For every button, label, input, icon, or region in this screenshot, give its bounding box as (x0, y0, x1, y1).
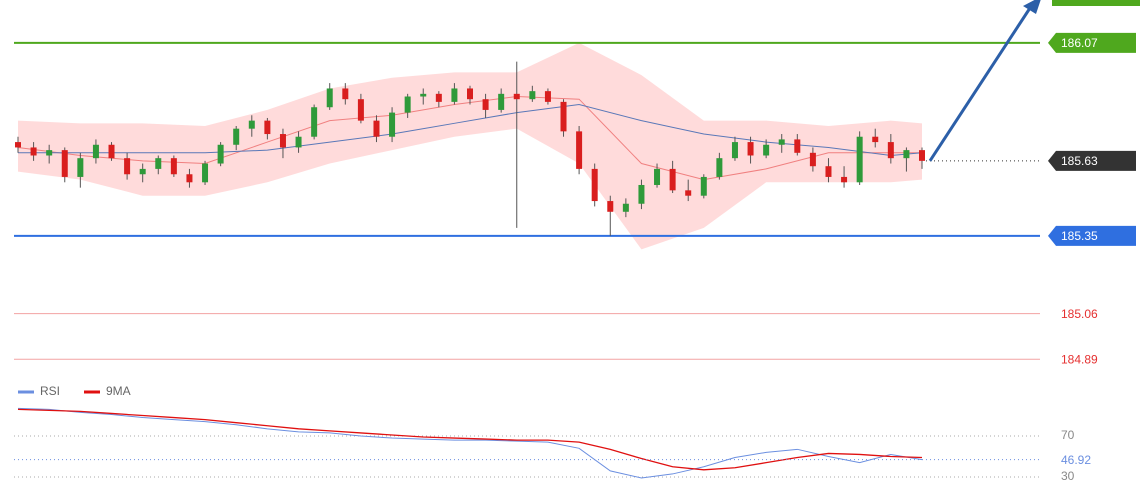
candle-body (326, 88, 333, 108)
level-label: 184.89 (1061, 352, 1098, 366)
candle-body (591, 168, 598, 202)
candle-body (373, 120, 380, 137)
candle-body (622, 203, 629, 212)
candle-body (435, 93, 442, 102)
candle-body (716, 158, 723, 177)
candle-body (15, 142, 21, 148)
candle-body (841, 176, 848, 183)
indicator-line (17, 408, 923, 471)
candle-body (342, 88, 349, 100)
candle-body (451, 88, 458, 102)
candle-body (919, 150, 925, 161)
candle-body (233, 128, 240, 145)
candle-body (108, 144, 115, 159)
candle-body (404, 96, 411, 113)
candle-body (856, 136, 863, 183)
candle-body (763, 144, 770, 156)
bollinger-band (18, 42, 922, 250)
candle-body (576, 131, 583, 169)
candle-body (669, 168, 676, 191)
candle-body (357, 99, 364, 121)
candle-body (513, 93, 520, 100)
candle-body (389, 112, 396, 137)
candle-body (217, 144, 224, 164)
candle-body (825, 166, 832, 177)
candle-body (170, 158, 177, 175)
candle-body (794, 139, 801, 153)
level-label: 186.07 (1061, 36, 1098, 50)
candle-body (887, 142, 894, 159)
candle-body (30, 147, 37, 156)
candle-body (420, 93, 427, 97)
candle-body (544, 91, 551, 102)
candle-body (77, 158, 84, 177)
candle-body (186, 174, 193, 183)
candle-body (467, 88, 473, 100)
candle-body (61, 150, 68, 177)
candle-body (747, 142, 754, 156)
level-label-box (1048, 225, 1136, 246)
level-label-box (1048, 32, 1136, 53)
candle-body (295, 136, 302, 148)
legend-label: 9MA (106, 384, 131, 398)
candle-body (92, 144, 99, 159)
last-price-box (1048, 150, 1136, 171)
candle-body (279, 134, 286, 148)
level-label: 185.35 (1061, 229, 1098, 243)
target-box (1052, 0, 1140, 6)
y-tick-label: 70 (1061, 428, 1075, 442)
candle-body (654, 168, 661, 185)
candle-body (809, 152, 816, 167)
forecast-arrow (928, 7, 1032, 162)
candle-body (903, 150, 910, 159)
candle-body (529, 91, 536, 100)
candle-body (264, 120, 271, 135)
candle-body (872, 136, 879, 143)
indicator-line (17, 407, 923, 479)
candle-body (202, 163, 209, 183)
candle-body (638, 184, 645, 204)
candle-body (124, 158, 131, 175)
candle-body (607, 201, 614, 212)
candle-body (311, 107, 318, 137)
legend-label: RSI (40, 384, 60, 398)
candle-body (46, 150, 53, 156)
y-tick-label: 30 (1061, 469, 1075, 483)
candle-body (685, 190, 692, 196)
forecast-arrowhead (1023, 0, 1041, 14)
candle-body (700, 176, 707, 196)
candle-body (560, 101, 567, 132)
candle-body (498, 93, 505, 110)
candle-body (155, 158, 162, 169)
current-rsi-label: 46.92 (1061, 453, 1091, 467)
candle-body (139, 168, 146, 175)
candle-body (482, 99, 489, 110)
level-label: 185.06 (1061, 307, 1098, 321)
candle-body (731, 142, 738, 159)
last-price-label: 185.63 (1061, 154, 1098, 168)
candle-body (248, 120, 255, 129)
candle-body (778, 139, 785, 145)
